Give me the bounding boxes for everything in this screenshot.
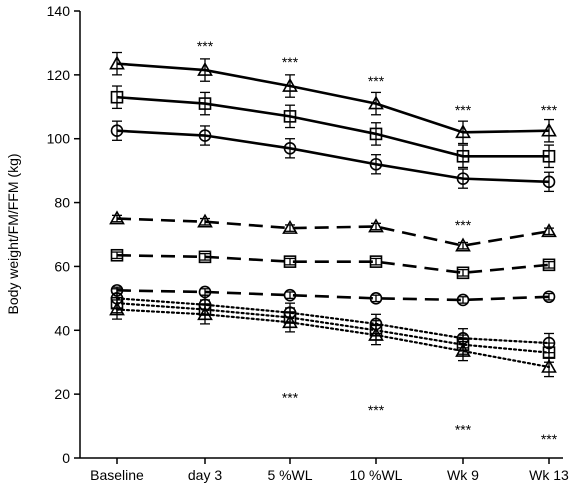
- data-point-triangle: [109, 210, 125, 225]
- data-point-square: [456, 149, 470, 163]
- series-line: [115, 297, 551, 345]
- data-point-triangle: [455, 342, 471, 357]
- series-dotted-triangle: [109, 299, 557, 378]
- y-tick-label: 100: [47, 131, 71, 147]
- data-point-square: [283, 255, 297, 268]
- series-solid-circle: [110, 120, 556, 193]
- x-tick-label: Baseline: [90, 467, 144, 483]
- significance-marker: ***: [282, 389, 299, 405]
- data-point-square: [283, 110, 297, 123]
- series-line: [116, 253, 550, 275]
- data-point-triangle: [455, 124, 471, 139]
- x-tick-label: Wk 13: [529, 467, 569, 483]
- y-tick-label: 60: [54, 258, 70, 274]
- data-point-triangle: [197, 306, 213, 321]
- series-dashed-square: [110, 248, 556, 280]
- data-point-triangle: [541, 223, 557, 238]
- data-point-circle: [283, 141, 297, 155]
- y-tick-label: 120: [47, 67, 71, 83]
- y-ticks: 0 20 40 60 80 100 120 140: [47, 3, 80, 466]
- x-tick-label: 5 %WL: [267, 467, 312, 483]
- data-point-triangle: [197, 213, 213, 228]
- x-ticks: Baseline day 3 5 %WL 10 %WL Wk 9 Wk 13: [90, 458, 569, 483]
- data-point-circle: [369, 157, 383, 171]
- significance-marker: ***: [455, 217, 472, 233]
- data-point-circle: [198, 129, 212, 142]
- y-tick-label: 80: [54, 195, 70, 211]
- series-dotted-circle: [110, 288, 556, 354]
- y-tick-label: 140: [47, 3, 71, 19]
- data-point-circle: [456, 293, 470, 307]
- data-point-triangle: [109, 301, 125, 316]
- significance-marker: ***: [368, 73, 385, 89]
- data-point-square: [369, 255, 383, 268]
- significance-marker: ***: [368, 402, 385, 418]
- series-line: [116, 289, 550, 302]
- series-dashed-triangle: [109, 210, 557, 252]
- data-point-circle: [283, 288, 297, 302]
- data-point-triangle: [541, 122, 557, 137]
- data-point-square: [198, 250, 212, 264]
- data-point-square: [542, 258, 556, 272]
- significance-marker: ***: [455, 102, 472, 118]
- y-tick-label: 20: [54, 386, 70, 402]
- x-tick-label: 10 %WL: [350, 467, 403, 483]
- data-point-circle: [456, 172, 470, 185]
- data-point-square: [369, 127, 383, 141]
- significance-marker: ***: [541, 431, 558, 447]
- data-point-triangle: [282, 77, 298, 92]
- series-line: [116, 129, 550, 184]
- data-point-triangle: [541, 358, 557, 373]
- annotations: *** *** *** *** *** *** *** *** *** ***: [197, 38, 558, 447]
- data-point-triangle: [282, 314, 298, 329]
- axes: [79, 11, 563, 459]
- series-line: [115, 302, 551, 354]
- significance-marker: ***: [197, 38, 214, 54]
- series-line: [116, 217, 550, 247]
- series-line: [116, 62, 550, 134]
- y-tick-label: 40: [54, 322, 70, 338]
- y-axis-title: Body weight/FM/FFM (kg): [5, 153, 21, 314]
- data-point-square: [198, 97, 212, 110]
- series-solid-square: [110, 85, 556, 169]
- significance-marker: ***: [455, 421, 472, 437]
- data-point-triangle: [368, 95, 384, 110]
- data-point-square: [456, 266, 470, 280]
- data-point-circle: [542, 290, 556, 304]
- data-point-square: [110, 248, 124, 262]
- significance-marker: ***: [282, 54, 299, 70]
- y-tick-label: 0: [62, 450, 70, 466]
- data-point-circle: [369, 292, 383, 305]
- data-point-triangle: [368, 326, 384, 341]
- x-tick-label: Wk 9: [447, 467, 479, 483]
- series-line: [116, 95, 549, 158]
- data-point-square: [110, 90, 124, 104]
- data-point-circle: [542, 175, 556, 189]
- series-line: [115, 308, 551, 369]
- significance-marker: ***: [541, 102, 558, 118]
- data-point-triangle: [109, 55, 125, 70]
- series-solid-triangle: [109, 51, 557, 145]
- data-point-square: [542, 149, 556, 163]
- data-point-circle: [110, 124, 124, 138]
- x-tick-label: day 3: [188, 467, 222, 483]
- data-point-triangle: [455, 237, 471, 252]
- data-point-triangle: [197, 61, 213, 76]
- series-layer: [109, 51, 557, 378]
- data-point-triangle: [282, 219, 298, 234]
- data-point-triangle: [368, 218, 384, 233]
